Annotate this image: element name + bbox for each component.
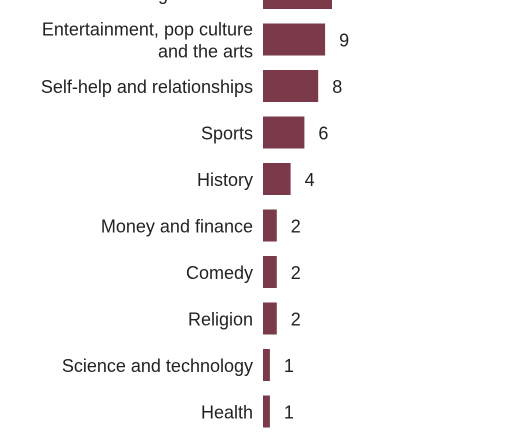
- category-label-line: History: [197, 170, 253, 190]
- category-label: Science and technology: [62, 356, 253, 376]
- category-label: Self-help and relationships: [41, 77, 253, 97]
- bar: [263, 70, 319, 102]
- category-label: Entertainment, pop culture and the arts: [42, 20, 253, 62]
- category-label-line: Religion: [188, 310, 253, 330]
- bar: [263, 302, 277, 335]
- bar: [263, 163, 291, 195]
- category-label: History: [197, 170, 253, 190]
- category-label: Health: [201, 403, 253, 423]
- bar: [263, 256, 277, 288]
- category-label-line: Entertainment, pop culture: [42, 20, 253, 40]
- category-label-line: Science and technology: [62, 356, 253, 376]
- category-label-line: and the arts: [158, 42, 253, 62]
- value-label: 2: [291, 263, 301, 283]
- category-label-line: Politics and government: [61, 0, 253, 4]
- value-label: 10: [346, 0, 366, 4]
- bar: [263, 23, 326, 56]
- category-label-line: Money and finance: [101, 217, 253, 237]
- bar: [263, 349, 270, 381]
- value-label: 6: [318, 124, 328, 144]
- bar: [263, 0, 332, 9]
- value-label: 2: [291, 217, 301, 237]
- category-label: Politics and government: [61, 0, 253, 4]
- category-label-line: Health: [201, 403, 253, 423]
- value-label: 1: [284, 403, 294, 423]
- bar: [263, 209, 277, 242]
- value-label: 9: [339, 31, 349, 51]
- value-label: 8: [332, 77, 342, 97]
- bar: [263, 116, 305, 149]
- category-label-line: Comedy: [186, 263, 253, 283]
- value-label: 2: [291, 310, 301, 330]
- category-label: Money and finance: [101, 217, 253, 237]
- value-label: 1: [284, 356, 294, 376]
- value-label: 4: [305, 170, 315, 190]
- category-label-line: Self-help and relationships: [41, 77, 253, 97]
- category-label-line: Sports: [201, 124, 253, 144]
- category-label: Sports: [201, 124, 253, 144]
- category-label: Comedy: [186, 263, 253, 283]
- category-label: Religion: [188, 310, 253, 330]
- bar: [263, 395, 270, 428]
